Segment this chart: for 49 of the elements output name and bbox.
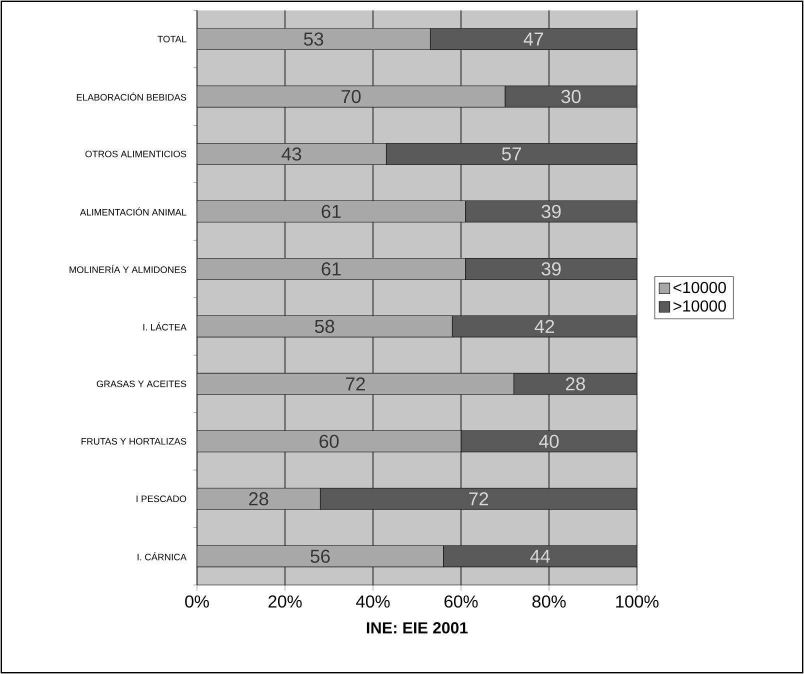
data-label: 43 [282,147,302,161]
bar [197,545,444,568]
y-tick-label: I. LÁCTEA [143,322,187,330]
y-tick-label: OTROS ALIMENTICIOS [85,150,186,158]
data-label: 53 [304,32,324,46]
bar [197,372,514,395]
data-label: 28 [566,377,585,390]
data-label: 30 [561,90,581,104]
y-tick-label: I. CÁRNICA [138,552,187,560]
data-label: 57 [502,147,522,161]
x-tick-label: 80% [532,595,566,608]
data-label: 39 [542,262,561,276]
bar [197,315,452,338]
data-label: 61 [322,204,341,218]
data-label: 28 [249,492,268,506]
data-label: 58 [314,320,334,334]
x-tick-label: 100% [616,595,659,608]
y-tick-label: FRUTAS Y HORTALIZAS [82,438,186,445]
bar [197,143,386,165]
data-label: 39 [542,204,561,218]
y-tick-label: ALIMENTACIÓN ANIMAL [80,207,186,216]
bar [197,200,466,222]
y-tick-label: GRASAS Y ACEITES [96,380,186,388]
data-label: 44 [530,550,550,563]
data-label: 70 [342,90,361,104]
bar [197,430,462,452]
y-tick-label: TOTAL [158,36,186,42]
data-label: 60 [320,434,339,448]
x-tick-label: 60% [444,595,478,608]
x-axis-title: INE: EIE 2001 [366,622,468,634]
x-tick-label: 40% [356,595,390,608]
x-tick-label: 20% [268,595,302,608]
data-label: 56 [310,550,330,563]
y-tick-label: MOLINERÍA Y ALMIDONES [70,264,186,274]
bar [197,488,320,510]
y-tick-label: I PESCADO [136,496,186,502]
bar [197,28,430,50]
data-label: 72 [469,492,488,506]
data-label: 42 [534,320,554,333]
bar [197,258,466,280]
data-label: 40 [539,434,559,448]
legend-label: <10000 [674,282,726,294]
data-label: 61 [322,262,341,276]
y-tick-label: ELABORACIÓN BEBIDAS [76,92,186,101]
data-label: 47 [524,32,544,46]
data-label: 72 [346,377,365,390]
x-tick-label: 0% [185,595,209,608]
bar [197,86,506,108]
legend-label: >10000 [674,300,726,312]
